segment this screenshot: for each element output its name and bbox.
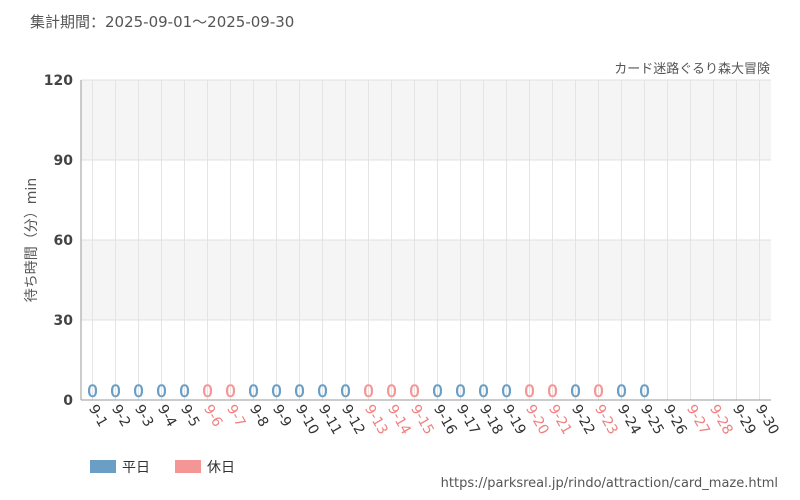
- data-label: 0: [478, 382, 489, 402]
- data-label: 0: [639, 382, 650, 402]
- y-tick-label: 30: [54, 313, 74, 329]
- data-label: 0: [202, 382, 213, 402]
- legend-label: 平日: [122, 460, 150, 476]
- x-tick-label: 9-5: [177, 402, 202, 430]
- y-tick-label: 60: [54, 233, 74, 249]
- band: [81, 80, 771, 160]
- data-label: 0: [501, 382, 512, 402]
- x-tick-label: 9-30: [752, 402, 782, 438]
- x-tick-label: 9-2: [108, 402, 133, 430]
- x-tick-label: 9-3: [131, 402, 156, 430]
- data-label: 0: [547, 382, 558, 402]
- x-tick-label: 9-17: [453, 402, 483, 438]
- data-label: 0: [593, 382, 604, 402]
- data-label: 0: [248, 382, 259, 402]
- x-tick-label: 9-22: [568, 402, 598, 438]
- x-tick-label: 9-12: [338, 402, 368, 438]
- data-label: 0: [386, 382, 397, 402]
- x-tick-label: 9-27: [683, 402, 713, 438]
- data-label: 0: [225, 382, 236, 402]
- source: https://parksreal.jp/rindo/attraction/ca…: [441, 476, 778, 491]
- legend-swatch: [175, 460, 201, 473]
- data-label: 0: [110, 382, 121, 402]
- data-label: 0: [455, 382, 466, 402]
- x-tick-label: 9-28: [706, 402, 736, 438]
- data-label: 0: [156, 382, 167, 402]
- x-tick-label: 9-10: [292, 402, 322, 438]
- x-tick-label: 9-29: [729, 402, 759, 438]
- data-label: 0: [133, 382, 144, 402]
- x-tick-label: 9-11: [315, 402, 345, 438]
- legend-swatch: [90, 460, 116, 473]
- data-label: 0: [179, 382, 190, 402]
- data-label: 0: [363, 382, 374, 402]
- data-label: 0: [317, 382, 328, 402]
- chart-title: 集計期間：2025-09-01～2025-09-30: [30, 13, 294, 31]
- x-tick-label: 9-6: [200, 402, 225, 430]
- x-tick-label: 9-13: [361, 402, 391, 438]
- x-tick-label: 9-21: [545, 402, 575, 438]
- x-tick-label: 9-20: [522, 402, 552, 438]
- x-tick-label: 9-9: [269, 402, 294, 430]
- data-label: 0: [87, 382, 98, 402]
- subtitle: カード迷路ぐるり森大冒険: [614, 61, 770, 77]
- legend-label: 休日: [207, 460, 235, 476]
- x-tick-label: 9-24: [614, 402, 644, 438]
- x-tick-label: 9-15: [407, 402, 437, 438]
- band: [81, 240, 771, 320]
- x-tick-label: 9-19: [499, 402, 529, 438]
- x-tick-label: 9-7: [223, 402, 248, 430]
- data-label: 0: [409, 382, 420, 402]
- data-label: 0: [432, 382, 443, 402]
- data-label: 0: [340, 382, 351, 402]
- y-tick-label: 0: [63, 393, 73, 409]
- data-label: 0: [524, 382, 535, 402]
- x-tick-label: 9-1: [85, 402, 110, 430]
- x-tick-label: 9-4: [154, 402, 179, 430]
- x-tick-label: 9-18: [476, 402, 506, 438]
- data-label: 0: [616, 382, 627, 402]
- x-tick-label: 9-26: [660, 402, 690, 438]
- data-label: 0: [570, 382, 581, 402]
- x-tick-label: 9-8: [246, 402, 271, 430]
- x-tick-label: 9-14: [384, 402, 414, 438]
- x-tick-label: 9-25: [637, 402, 667, 438]
- data-label: 0: [294, 382, 305, 402]
- y-tick-label: 90: [54, 153, 74, 169]
- data-label: 0: [271, 382, 282, 402]
- y-tick-label: 120: [44, 73, 73, 89]
- x-tick-label: 9-23: [591, 402, 621, 438]
- y-axis-label: 待ち時間（分）min: [24, 178, 40, 302]
- x-tick-label: 9-16: [430, 402, 460, 438]
